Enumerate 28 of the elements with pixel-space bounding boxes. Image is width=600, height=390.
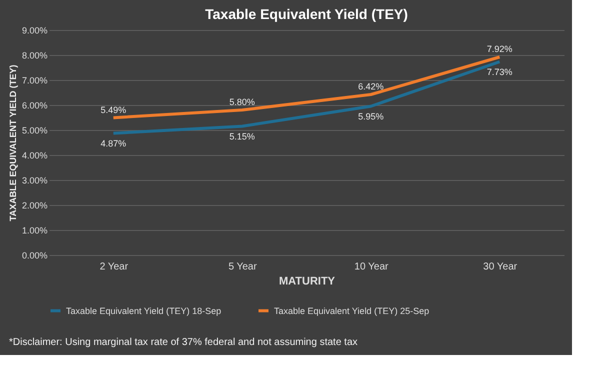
y-tick-label: 0.00%	[22, 250, 48, 260]
legend-label: Taxable Equivalent Yield (TEY) 18-Sep	[66, 306, 222, 316]
text: 5.80%	[229, 97, 255, 107]
x-tick-label: 5 Year	[228, 262, 258, 272]
y-tick-label: 3.00%	[22, 176, 48, 186]
y-tick-label: 7.00%	[22, 76, 48, 86]
chart-title: Taxable Equivalent Yield (TEY)	[205, 6, 408, 22]
x-axis-title: MATURITY	[278, 276, 336, 288]
y-axis-title: TAXABLE EQUIVALENT YIELD (TEY)	[8, 64, 18, 222]
text: 5.15%	[229, 131, 255, 142]
y-tick-label: 8.00%	[22, 50, 48, 60]
legend-label: Taxable Equivalent Yield (TEY) 25-Sep	[274, 306, 430, 316]
x-tick-label: 10 Year	[354, 262, 389, 272]
text: 7.92%	[486, 44, 512, 54]
x-tick-label: 2 Year	[100, 262, 129, 272]
y-tick-label: 5.00%	[22, 126, 48, 136]
y-tick-label: 2.00%	[22, 200, 48, 210]
text: 5.49%	[100, 104, 126, 115]
y-tick-label: 9.00%	[22, 26, 48, 36]
text: 6.42%	[358, 82, 384, 92]
y-tick-label: 6.00%	[22, 100, 48, 110]
text: 7.73%	[486, 66, 512, 77]
x-tick-label: 30 Year	[483, 262, 518, 272]
text: 5.95%	[358, 111, 384, 122]
text: *Disclaimer: Using marginal tax rate of 37% federal and not assuming state tax	[9, 337, 358, 348]
text: 4.87%	[100, 138, 126, 148]
y-tick-label: 4.00%	[22, 150, 48, 160]
y-tick-label: 1.00%	[22, 226, 48, 236]
